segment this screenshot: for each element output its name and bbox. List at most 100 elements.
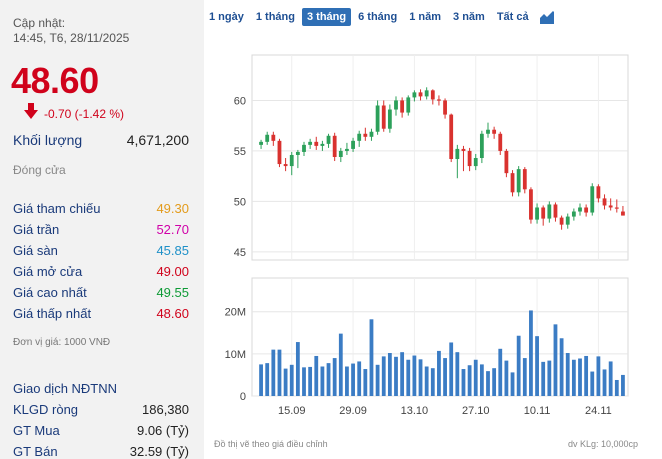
foreign-label: GT Bán [13, 444, 58, 459]
candle-body [259, 141, 263, 145]
candle-body [578, 207, 582, 212]
candle-body [492, 129, 497, 134]
price-panel-frame [251, 54, 629, 261]
candle-body [590, 186, 595, 213]
volume-bar [375, 364, 380, 396]
price-change-text: -0.70 (-1.42 %) [44, 107, 125, 121]
tab-1-month[interactable]: 1 tháng [255, 11, 295, 23]
candle-body [498, 133, 503, 151]
volume-bar [332, 358, 337, 396]
x-tick-label: 24.11 [585, 405, 612, 417]
candle-body [381, 105, 386, 129]
foreign-value: 9.06 (Tỷ) [136, 423, 189, 438]
volume-bar [308, 366, 313, 396]
period-tabs: 1 ngày 1 tháng 3 tháng 6 tháng 1 năm 3 n… [204, 7, 555, 27]
candle-body [375, 105, 380, 132]
candle-body [320, 143, 325, 146]
candle-body [345, 148, 349, 151]
candle-body [357, 133, 362, 141]
volume-bar [271, 349, 276, 396]
tab-6-months[interactable]: 6 tháng [358, 11, 398, 23]
chart-footnote: Đồ thị vẽ theo giá điều chỉnh [214, 439, 328, 449]
volume-bar [443, 358, 447, 396]
volume-bar [387, 353, 392, 396]
volume-bar [289, 364, 294, 396]
foreign-label: KLGD ròng [13, 402, 79, 417]
volume-value: 4,671,200 [126, 132, 189, 148]
candle-body [387, 109, 392, 129]
x-tick-label: 15.09 [278, 405, 306, 417]
volume-bar [596, 356, 601, 396]
candle-body [516, 169, 521, 193]
foreign-value: 32.59 (Tỷ) [129, 444, 189, 459]
market-status: Đóng cửa [13, 163, 66, 177]
volume-bar [338, 333, 343, 396]
candle-body [394, 100, 398, 110]
price-row-floor: Giá sàn 45.85 [13, 243, 189, 258]
candle-body [571, 211, 576, 217]
price-row-ceiling: Giá trần 52.70 [13, 222, 189, 237]
volume-bar [381, 356, 386, 396]
x-tick-label: 27.10 [462, 405, 490, 417]
candle-body [277, 140, 282, 165]
mountain-chart-icon[interactable] [538, 9, 555, 25]
volume-bar [326, 363, 331, 396]
volume-bar [302, 367, 306, 396]
volume-bar [363, 369, 368, 396]
volume-bar [608, 361, 613, 396]
volume-bar [529, 310, 533, 396]
update-time: 14:45, T6, 28/11/2025 [13, 31, 130, 45]
volume-bar [559, 338, 564, 396]
price-tick-label: 45 [234, 247, 246, 259]
candle-body [437, 99, 441, 101]
volume-row: Khối lượng 4,671,200 [13, 132, 189, 148]
candle-body [308, 141, 313, 145]
candle-body [400, 100, 405, 113]
volume-bar [418, 359, 423, 396]
candle-body [283, 164, 288, 167]
candle-body [363, 133, 368, 137]
volume-bar [412, 355, 417, 396]
volume-bar [314, 355, 319, 396]
volume-tick-label: 20M [225, 307, 246, 319]
price-value: 49.30 [156, 201, 189, 216]
volume-bar [614, 379, 619, 396]
candle-body [535, 207, 539, 220]
foreign-title-row: Giao dịch NĐTNN [13, 381, 189, 396]
tab-3-months[interactable]: 3 tháng [301, 8, 352, 26]
volume-bar [473, 359, 478, 396]
foreign-row-sell: GT Bán 32.59 (Tỷ) [13, 444, 189, 459]
volume-bar [277, 349, 282, 396]
price-row-reference: Giá tham chiếu 49.30 [13, 201, 189, 216]
price-label: Giá cao nhất [13, 285, 87, 300]
price-row-low: Giá thấp nhất 48.60 [13, 306, 189, 321]
candle-body [351, 140, 355, 149]
candle-body [430, 90, 435, 100]
tab-all[interactable]: Tất cả [496, 11, 529, 23]
volume-tick-label: 0 [240, 391, 246, 403]
volume-bar [351, 363, 355, 396]
tab-1-day[interactable]: 1 ngày [209, 11, 244, 23]
volume-bar [602, 369, 607, 396]
volume-bar [455, 352, 460, 396]
tab-3-years[interactable]: 3 năm [453, 11, 485, 23]
volume-bar [541, 361, 546, 396]
stock-chart: 45 50 55 60 0 10M 20M 15.09 29.09 13.10 27.10 10.11… [225, 54, 629, 417]
volume-bar [590, 371, 595, 396]
volume-bar [394, 356, 398, 396]
volume-bar [295, 342, 300, 396]
tab-1-year[interactable]: 1 năm [409, 11, 442, 23]
x-tick-label: 29.09 [339, 405, 367, 417]
volume-bar [504, 360, 509, 396]
x-tick-label: 10.11 [524, 405, 551, 417]
candle-body [314, 141, 319, 146]
candle-body [289, 154, 294, 167]
price-label: Giá mở cửa [13, 264, 83, 279]
candle-body [621, 211, 625, 216]
price-value: 52.70 [156, 222, 189, 237]
candle-body [467, 150, 472, 167]
volume-bar [553, 324, 558, 396]
candle-body [602, 198, 607, 206]
candle-body [443, 100, 447, 115]
volume-bar [265, 363, 270, 396]
